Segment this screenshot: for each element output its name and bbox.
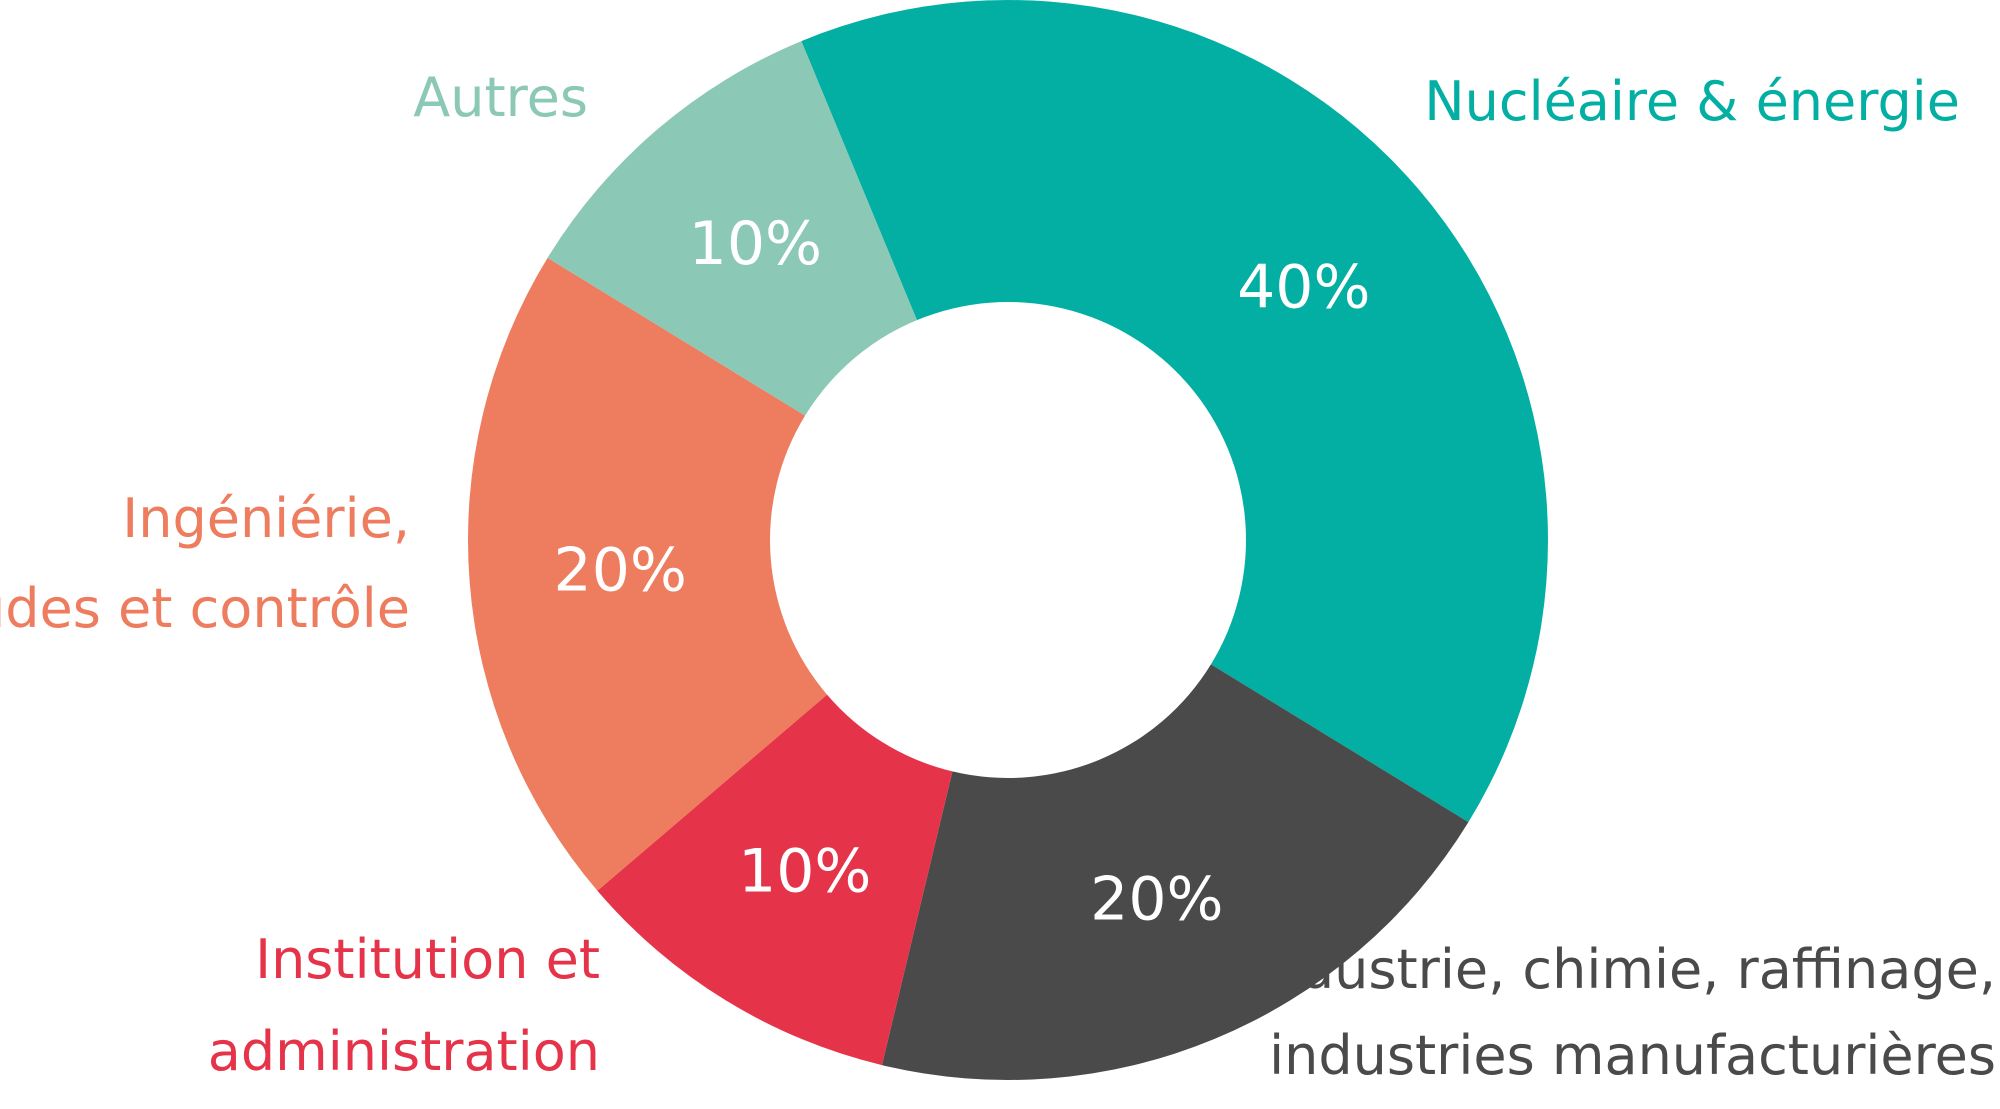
percent-labels-group: 40% 20% 10% 20% 10%	[554, 209, 1371, 934]
category-label-line: Industrie, chimie, raffinage,	[1250, 938, 1996, 1001]
percent-label-autres: 10%	[689, 209, 822, 279]
category-label-line: Autres	[413, 66, 588, 129]
category-label-line: administration	[208, 1020, 600, 1083]
slice-institution	[597, 694, 953, 1066]
category-label-line: études et contrôle	[0, 577, 410, 640]
category-label-line: Ingéniérie,	[122, 487, 410, 550]
percent-label-industrie: 20%	[1090, 864, 1223, 934]
category-label-line: Institution et	[255, 928, 600, 991]
category-label-ingenierie: Ingéniérie, études et contrôle	[0, 487, 410, 640]
category-label-nucleaire: Nucléaire & énergie	[1424, 70, 1960, 133]
category-label-industrie: Industrie, chimie, raffinage, industries …	[1250, 938, 1996, 1087]
percent-label-nucleaire: 40%	[1237, 252, 1370, 322]
category-label-line: Nucléaire & énergie	[1424, 70, 1960, 133]
percent-label-institution: 10%	[738, 837, 871, 907]
slice-autres	[547, 41, 917, 416]
slice-ingenierie	[468, 257, 828, 891]
slices-group	[468, 0, 1548, 1080]
category-labels-group: Nucléaire & énergie Industrie, chimie, ra…	[0, 66, 1996, 1087]
percent-label-ingenierie: 20%	[554, 536, 687, 606]
category-label-line: industries manufacturières	[1269, 1024, 1996, 1087]
category-label-institution: Institution et administration	[208, 928, 600, 1083]
slice-industrie	[881, 664, 1469, 1080]
category-label-autres: Autres	[413, 66, 588, 129]
slice-nucleaire	[801, 0, 1548, 823]
